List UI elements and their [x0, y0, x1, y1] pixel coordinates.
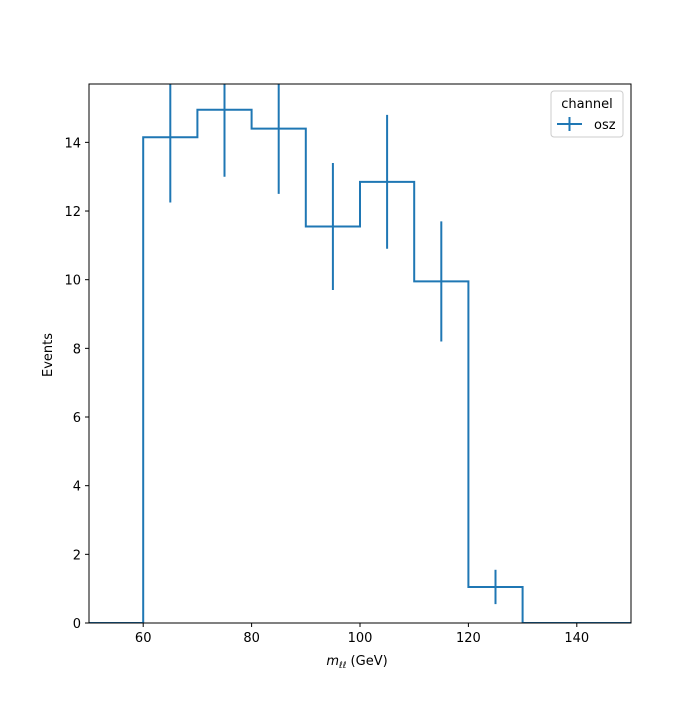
histogram-step-osz [89, 108, 631, 623]
x-tick-label-120: 120 [456, 631, 481, 646]
y-tick-label-0: 0 [73, 617, 81, 632]
y-tick-label-8: 8 [73, 342, 81, 357]
series-osz [89, 84, 631, 623]
x-tick-label-100: 100 [348, 631, 373, 646]
y-tick-label-4: 4 [73, 480, 81, 495]
legend-marker-osz [557, 117, 582, 131]
legend-entry-osz: osz [594, 118, 616, 133]
x-axis-label: mℓℓ (GeV) [326, 654, 387, 671]
y-tick-label-12: 12 [64, 205, 81, 220]
y-tick-label-10: 10 [64, 274, 81, 289]
x-tick-label-60: 60 [135, 631, 152, 646]
y-tick-label-6: 6 [73, 411, 81, 426]
y-axis-label: Events [41, 333, 56, 377]
legend-title: channel [561, 97, 612, 112]
x-tick-label-80: 80 [243, 631, 260, 646]
plot-area-background [89, 84, 631, 623]
y-tick-label-2: 2 [73, 548, 81, 563]
series-layer [89, 84, 631, 623]
axis-layer: 60 80 100 120 140 0 2 4 6 8 10 12 14 [64, 136, 589, 646]
legend: channel osz [550, 90, 624, 138]
y-tick-label-14: 14 [64, 136, 81, 151]
x-tick-label-140: 140 [564, 631, 589, 646]
